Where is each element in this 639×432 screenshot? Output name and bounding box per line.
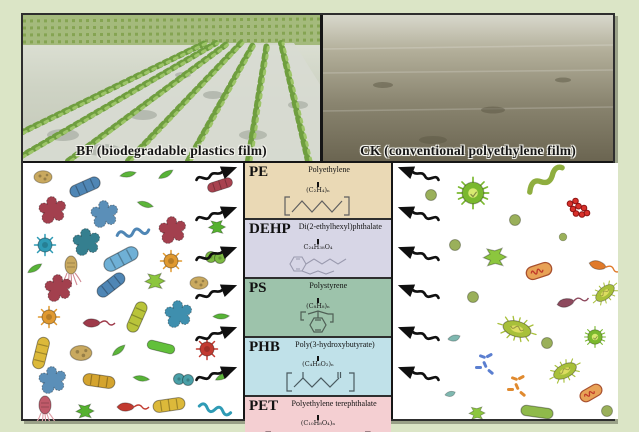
ps-link-bar	[317, 297, 319, 303]
phb-abbr: PHB	[249, 338, 280, 355]
pe-name: Polyethylene	[308, 165, 350, 174]
ck-caption: CK (conventional polyethylene film)	[360, 143, 576, 158]
bf-paddy-illustration	[23, 15, 320, 161]
pe-formula: (C₂H₄)ₙ	[306, 185, 330, 194]
pet-link-bar	[317, 415, 319, 421]
pe-link-bar	[317, 181, 319, 187]
ps-abbr: PS	[249, 279, 267, 296]
plastic-box-ps: PS Polystyrene (C₈H₈)ₙ	[245, 278, 391, 338]
pet-abbr: PET	[249, 397, 279, 414]
pe-abbr: PE	[249, 164, 269, 180]
ck-field-photo: CK (conventional polyethylene film)	[323, 15, 613, 161]
dehp-abbr: DEHP	[249, 220, 291, 237]
pet-name: Polyethylene terephthalate	[291, 398, 377, 408]
dehp-link-bar	[317, 238, 319, 244]
microbiome-row: PE Polyethylene (C₂H₄)ₙ DEHP Di(2-ethylh…	[23, 161, 623, 432]
bf-soil-microbiome-panel	[23, 162, 245, 428]
bf-microbes-illustration	[25, 162, 240, 428]
phb-name: Poly(3-hydroxybutyrate)	[295, 339, 375, 349]
pe-structure-drawing	[284, 196, 350, 216]
field-photos-row: BF (biodegradable plastics film)	[23, 15, 613, 161]
pet-structure-drawing	[265, 431, 371, 432]
ps-formula: (C₈H₈)ₙ	[306, 301, 330, 310]
ck-soil-microbiome-panel	[391, 162, 623, 420]
plastics-column: PE Polyethylene (C₂H₄)ₙ DEHP Di(2-ethylh…	[245, 163, 391, 432]
phb-formula: (C₄H₆O₂)ₙ	[302, 360, 334, 369]
bf-field-photo: BF (biodegradable plastics film)	[23, 15, 323, 161]
plastic-box-pet: PET Polyethylene terephthalate (C₁₀H₈O₄)…	[245, 396, 391, 432]
plastic-box-phb: PHB Poly(3-hydroxybutyrate) (C₄H₆O₂)ₙ	[245, 337, 391, 397]
ck-paddy-illustration	[323, 15, 613, 161]
figure-frame: BF (biodegradable plastics film)	[21, 13, 623, 432]
bf-caption: BF (biodegradable plastics film)	[76, 143, 267, 158]
pet-formula: (C₁₀H₈O₄)ₙ	[300, 419, 336, 428]
plastic-box-pe: PE Polyethylene (C₂H₄)ₙ	[245, 163, 391, 220]
ps-name: Polystyrene	[309, 280, 348, 290]
phb-link-bar	[317, 356, 319, 362]
ps-structure-drawing	[300, 310, 334, 333]
dehp-structure-drawing	[289, 256, 347, 275]
dehp-name: Di(2-ethylhexyl)phthalate	[298, 221, 382, 231]
plastic-box-dehp: DEHP Di(2-ethylhexyl)phthalate C₂₄H₃₈O₄	[245, 219, 391, 279]
ck-microbes-illustration	[395, 162, 623, 420]
dehp-formula: C₂₄H₃₈O₄	[303, 242, 333, 251]
phb-structure-drawing	[286, 371, 355, 392]
